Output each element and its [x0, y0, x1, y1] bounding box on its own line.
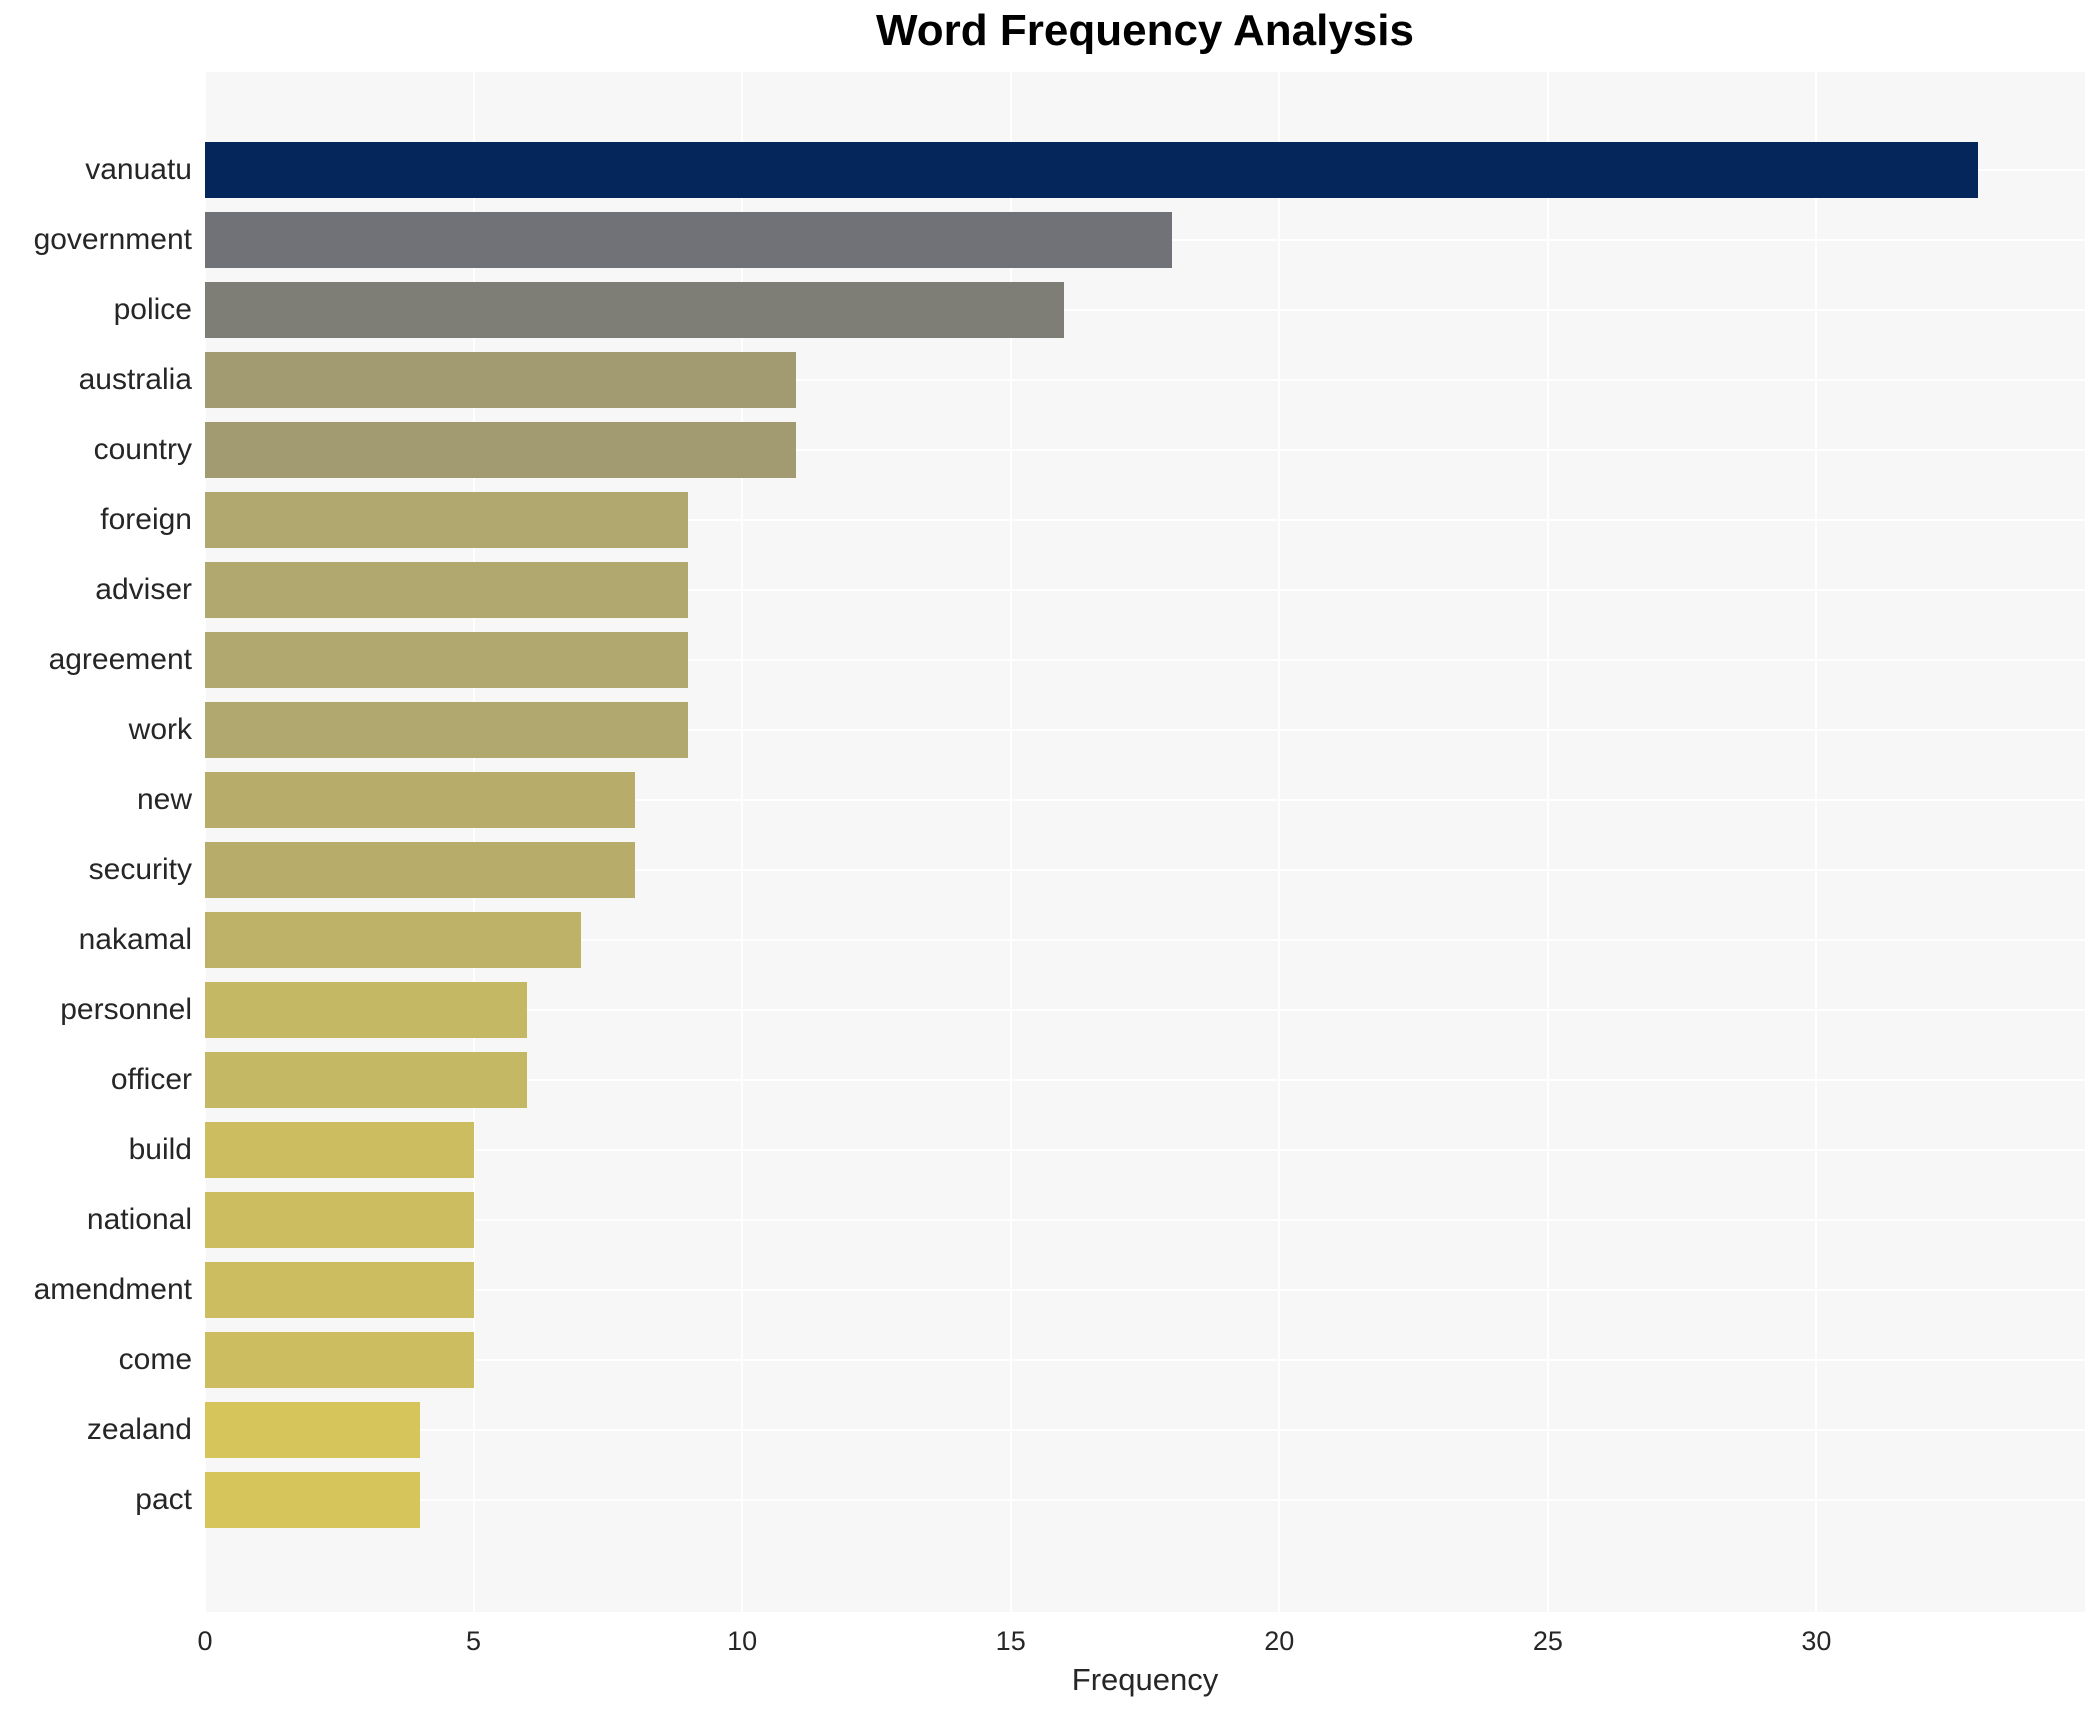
x-tick-label-15: 15 — [995, 1626, 1026, 1656]
gridline-horizontal — [205, 939, 2085, 941]
category-label-foreign: foreign — [100, 503, 192, 536]
bar-adviser — [205, 562, 689, 618]
gridline-horizontal — [205, 1289, 2085, 1291]
bar-work — [205, 702, 689, 758]
gridline-vertical — [1546, 72, 1549, 1612]
category-label-agreement: agreement — [48, 643, 192, 676]
bar-nakamal — [205, 912, 581, 968]
gridline-vertical — [1009, 72, 1012, 1612]
gridline-horizontal — [205, 869, 2085, 871]
x-axis-ticks: 0 5 10 15 20 25 30 — [0, 1626, 2085, 1662]
bar-vanuatu — [205, 142, 1978, 198]
x-tick-label-25: 25 — [1532, 1626, 1563, 1656]
category-label-pact: pact — [135, 1483, 192, 1516]
bar-new — [205, 772, 635, 828]
category-label-build: build — [128, 1133, 192, 1166]
bar-security — [205, 842, 635, 898]
gridline-horizontal — [205, 379, 2085, 381]
x-tick-label-30: 30 — [1801, 1626, 1832, 1656]
bar-personnel — [205, 982, 528, 1038]
category-label-come: come — [118, 1343, 192, 1376]
x-tick-label-10: 10 — [727, 1626, 758, 1656]
category-label-work: work — [128, 713, 192, 746]
y-axis-labels: vanuatu government police australia country f… — [0, 72, 192, 1612]
bar-foreign — [205, 492, 689, 548]
gridline-horizontal — [205, 1009, 2085, 1011]
plot-area — [204, 72, 2085, 1612]
x-tick-label-0: 0 — [197, 1626, 213, 1656]
bar-agreement — [205, 632, 689, 688]
category-label-police: police — [113, 293, 192, 326]
bar-country — [205, 422, 796, 478]
bar-amendment — [205, 1262, 474, 1318]
gridline-horizontal — [205, 1079, 2085, 1081]
gridline-vertical — [741, 72, 744, 1612]
gridline-horizontal — [205, 1499, 2085, 1501]
category-label-adviser: adviser — [95, 573, 192, 606]
gridline-vertical — [1815, 72, 1818, 1612]
gridline-horizontal — [205, 589, 2085, 591]
category-label-vanuatu: vanuatu — [85, 153, 192, 186]
gridline-horizontal — [205, 449, 2085, 451]
gridline-horizontal — [205, 309, 2085, 311]
gridline-horizontal — [205, 519, 2085, 521]
category-label-officer: officer — [110, 1063, 192, 1096]
gridline-horizontal — [205, 729, 2085, 731]
bar-build — [205, 1122, 474, 1178]
category-label-nakamal: nakamal — [78, 923, 192, 956]
gridline-horizontal — [205, 1359, 2085, 1361]
category-label-australia: australia — [78, 363, 192, 396]
category-label-zealand: zealand — [86, 1413, 192, 1446]
category-label-country: country — [93, 433, 192, 466]
x-tick-label-5: 5 — [466, 1626, 482, 1656]
bar-zealand — [205, 1402, 420, 1458]
gridline-horizontal — [205, 1429, 2085, 1431]
bar-australia — [205, 352, 796, 408]
x-tick-label-20: 20 — [1264, 1626, 1295, 1656]
category-label-security: security — [88, 853, 192, 886]
x-axis-title: Frequency — [1071, 1662, 1219, 1697]
bar-police — [205, 282, 1065, 338]
category-label-personnel: personnel — [60, 993, 192, 1026]
bar-pact — [205, 1472, 420, 1528]
gridline-horizontal — [205, 1149, 2085, 1151]
category-label-national: national — [86, 1203, 192, 1236]
category-label-new: new — [136, 783, 192, 816]
bar-officer — [205, 1052, 528, 1108]
chart-title: Word Frequency Analysis — [876, 6, 1414, 55]
category-label-amendment: amendment — [33, 1273, 192, 1306]
gridline-horizontal — [205, 799, 2085, 801]
gridline-horizontal — [205, 1219, 2085, 1221]
bar-come — [205, 1332, 474, 1388]
bar-national — [205, 1192, 474, 1248]
bar-government — [205, 212, 1172, 268]
category-label-government: government — [33, 223, 192, 256]
gridline-horizontal — [205, 659, 2085, 661]
gridline-vertical — [1278, 72, 1281, 1612]
